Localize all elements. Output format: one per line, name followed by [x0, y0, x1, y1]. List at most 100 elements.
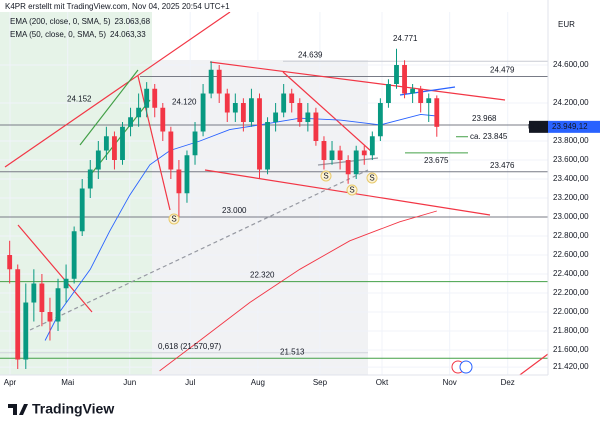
- trend-line: [137, 75, 171, 211]
- price-label: 24.120: [172, 98, 197, 107]
- x-tick-label: Okt: [376, 378, 389, 387]
- y-tick-label: 24.600,00: [553, 60, 589, 69]
- y-tick-label: 23.200,00: [553, 193, 589, 202]
- x-tick-label: Aug: [251, 378, 265, 387]
- ema-line: [44, 113, 437, 341]
- candle-body: [176, 169, 182, 194]
- candle-body: [31, 283, 37, 303]
- price-label: 24.152: [67, 95, 92, 104]
- y-tick-label: 21.800,00: [553, 326, 589, 335]
- candle-body: [249, 98, 254, 123]
- candle-body: [434, 98, 440, 127]
- trend-line: [518, 353, 548, 375]
- candle-body: [7, 255, 13, 270]
- candle-body: [79, 188, 85, 232]
- symbol: DEU40: [528, 124, 549, 131]
- candle-body: [55, 288, 61, 322]
- candles: [7, 48, 440, 370]
- emas: [44, 113, 437, 372]
- annotation: S: [349, 186, 354, 195]
- blue-line: [399, 86, 456, 96]
- price-label: 24.639: [298, 50, 323, 59]
- candle-body: [257, 98, 262, 170]
- price-tag-label: 23.949,12: [552, 122, 588, 131]
- candle-body: [87, 169, 93, 189]
- candle-body: [361, 150, 367, 156]
- candle-body: [152, 88, 158, 108]
- zone-green: [0, 12, 152, 375]
- candle-body: [289, 93, 295, 104]
- candle-body: [281, 93, 287, 113]
- trend-line: [17, 224, 93, 313]
- price-label: 23.000: [222, 206, 247, 215]
- candle-body: [386, 84, 391, 104]
- candle-body: [426, 98, 432, 104]
- price-label: 23.675: [424, 156, 449, 165]
- candle-body: [168, 131, 174, 170]
- ema-line: [159, 210, 437, 372]
- y-tick-label: 21.600,00: [553, 345, 589, 354]
- annotation-marker: [346, 184, 358, 196]
- candle-body: [402, 65, 407, 94]
- x-tick-label: Jun: [123, 378, 136, 387]
- levels: [0, 60, 548, 359]
- candle-body: [265, 122, 270, 170]
- y-tick-label: 22.000,00: [553, 307, 589, 316]
- y-tick-label: 23.000,00: [553, 212, 589, 221]
- candle-body: [39, 283, 45, 313]
- legend-value: 24.063,33: [110, 30, 146, 39]
- candle-body: [353, 150, 359, 175]
- x-tick-label: Mai: [61, 378, 74, 387]
- price-label: 23.968: [472, 114, 497, 123]
- legend-value: 23.063,68: [114, 17, 150, 26]
- y-tick-label: 21.420,00: [553, 362, 589, 371]
- y-tick-label: 22.400,00: [553, 269, 589, 278]
- candle-body: [321, 141, 327, 161]
- symbol-tag: [529, 120, 548, 133]
- price-label: 21.513: [280, 347, 305, 356]
- trend-line: [209, 61, 506, 101]
- trend-line: [4, 12, 231, 168]
- event-icon: [459, 360, 473, 374]
- candle-body: [240, 103, 246, 123]
- candle-body: [377, 103, 383, 137]
- candle-body: [345, 160, 351, 175]
- y-tick-label: 23.400,00: [553, 174, 589, 183]
- candle-body: [144, 88, 150, 108]
- y-tick-label: 22.800,00: [553, 231, 589, 240]
- candle-body: [184, 155, 190, 194]
- candle-body: [120, 126, 125, 161]
- price-label: 23.476: [490, 161, 515, 170]
- candle-body: [297, 103, 303, 123]
- price-label: 22.320: [250, 271, 275, 280]
- candle-body: [232, 103, 238, 113]
- trend-line: [282, 71, 373, 153]
- candle-body: [136, 107, 142, 118]
- candle-body: [128, 117, 133, 127]
- candle-body: [369, 136, 375, 156]
- x-tick-label: Nov: [443, 378, 457, 387]
- price-label: 0,618 (21.570,97): [158, 342, 221, 351]
- candle-body: [112, 136, 117, 161]
- candle-body: [160, 107, 166, 132]
- candle-body: [192, 131, 198, 156]
- logo-mark: [8, 404, 28, 415]
- dashed-line: [29, 169, 369, 331]
- price-tag: [548, 120, 600, 133]
- candle-body: [23, 302, 29, 360]
- price-label: ca. 23.845: [470, 132, 508, 141]
- annotation-marker: [168, 213, 180, 225]
- brand: TradingView: [32, 401, 114, 417]
- x-tick-label: Jul: [185, 378, 195, 387]
- candle-body: [418, 88, 424, 104]
- header: K4PR erstellt mit TradingView.com, Nov 0…: [5, 2, 230, 11]
- currency: EUR: [558, 20, 575, 29]
- candle-body: [63, 278, 69, 289]
- candle-body: [224, 93, 230, 113]
- candle-body: [208, 69, 214, 94]
- candle-body: [71, 231, 77, 279]
- candle-body: [95, 150, 101, 170]
- candle-body: [337, 150, 343, 161]
- x-tick-label: Apr: [4, 378, 17, 387]
